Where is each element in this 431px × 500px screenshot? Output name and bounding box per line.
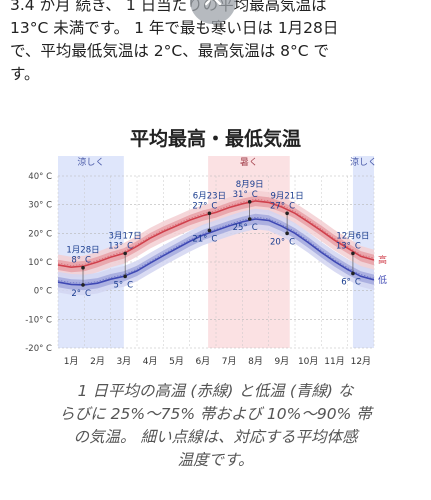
annotation-unit: C [289, 201, 295, 211]
annotation-unit: C [211, 234, 217, 244]
intro-line: で、平均最低気温は 2°C、最高気温は 8°C で [10, 42, 330, 60]
x-tick-label: 5月 [169, 356, 184, 367]
annotation-unit: C [211, 201, 217, 211]
annotation-low-value: 20° [270, 237, 285, 247]
y-tick-label: -10° C [25, 315, 52, 325]
intro-line: 13°C 未満です。 1 年で最も寒い日は 1月28日 [10, 19, 339, 37]
feels-like-line [57, 216, 375, 284]
annotation-unit: C [355, 241, 361, 251]
series-label-high: 高 [378, 254, 387, 266]
y-tick-label: 20° C [28, 229, 52, 239]
series-line [57, 218, 375, 286]
low-point [351, 271, 355, 276]
caption-line: 1 日平均の高温 (赤線) と低温 (青線) な [77, 382, 354, 400]
annotation-unit: C [85, 289, 91, 299]
caption-line: 温度です。 [177, 451, 254, 469]
annotation-unit: C [252, 223, 258, 233]
x-tick-label: 6月 [195, 356, 210, 367]
x-tick-label: 10月 [298, 356, 318, 367]
intro-line: 3.4 か月 続き、 1 日当たりの平均最高気温は [10, 0, 327, 14]
annotation-low-value: 25° [233, 223, 248, 233]
caption-line: らびに 25%～75% 帯および 10%～90% 帯 [59, 405, 372, 423]
annotation-unit: C [355, 277, 361, 287]
feels-like-line [57, 198, 375, 266]
temperature-chart: 涼しく 暑く 涼しく 40° C 30° C 20° C 10° C 0° C -10° C -2… [25, 156, 387, 367]
x-tick-label: 1月 [64, 356, 79, 367]
annotation-high-value: 31° [233, 190, 248, 200]
season-label: 暑く [240, 157, 258, 168]
annotation-low-value: 5° [113, 280, 123, 290]
season-label: 涼しく [77, 156, 104, 168]
annotation-unit: C [289, 237, 295, 247]
intro-line: す。 [10, 65, 40, 83]
y-tick-label: 40° C [28, 172, 52, 182]
x-tick-label: 8月 [248, 356, 263, 367]
x-tick-label: 12月 [351, 356, 371, 367]
x-tick-label: 3月 [116, 356, 131, 367]
annotation-date: 9月21日 [270, 191, 303, 201]
annotation-low-value: 2° [71, 289, 81, 299]
annotation-high-value: 27° [270, 201, 285, 211]
x-tick-label: 7月 [222, 356, 237, 367]
annotation-unit: C [252, 190, 258, 200]
season-band [208, 156, 290, 348]
series-band-inner [58, 195, 374, 273]
x-tick-label: 9月 [274, 356, 289, 367]
annotation-unit: C [127, 280, 133, 290]
low-point [123, 274, 127, 279]
low-point [285, 231, 289, 236]
annotation-unit: C [85, 256, 91, 266]
annotation-date: 8月9日 [236, 180, 264, 190]
low-point [247, 217, 252, 221]
annotation-date: 3月17日 [109, 231, 142, 241]
high-point [351, 251, 355, 256]
intro-paragraph: 3.4 か月 続き、 1 日当たりの平均最高気温は 13°C 未満です。 1 年… [10, 0, 418, 86]
x-tick-label: 11月 [324, 356, 344, 367]
annotation-unit: C [127, 241, 133, 251]
x-tick-label: 4月 [143, 356, 158, 367]
low-point [207, 228, 212, 233]
annotation-high-value: 27° [192, 201, 207, 211]
chart-caption: 1 日平均の高温 (赤線) と低温 (青線) な らびに 25%～75% 帯およ… [30, 380, 401, 472]
high-point [247, 200, 252, 204]
series-label-low: 低 [378, 274, 387, 286]
x-tick-label: 2月 [90, 356, 105, 367]
high-point [285, 211, 289, 216]
high-point [123, 251, 127, 256]
caption-line: の気温。 細い点線は、対応する平均体感 [73, 428, 358, 446]
y-tick-label: 0° C [34, 287, 52, 297]
y-tick-label: 10° C [28, 258, 52, 268]
season-label: 涼しく [350, 156, 377, 168]
annotation-low-value: 21° [192, 234, 207, 244]
low-point [81, 283, 85, 287]
annotation-date: 6月23日 [193, 191, 226, 201]
high-point [207, 211, 212, 216]
series-line [57, 200, 375, 269]
chart-title: 平均最高・最低気温 [129, 128, 301, 150]
high-point [81, 265, 85, 270]
annotation-high-value: 8° [71, 256, 81, 266]
annotation-date: 1月28日 [66, 246, 99, 256]
annotation-high-value: 13° [108, 241, 123, 251]
y-tick-label: 30° C [28, 201, 52, 211]
chevron-up-icon [204, 0, 222, 6]
y-tick-label: -20° C [25, 344, 52, 354]
annotation-date: 12月6日 [336, 231, 369, 241]
annotation-low-value: 6° [341, 277, 351, 287]
annotation-high-value: 13° [336, 241, 351, 251]
